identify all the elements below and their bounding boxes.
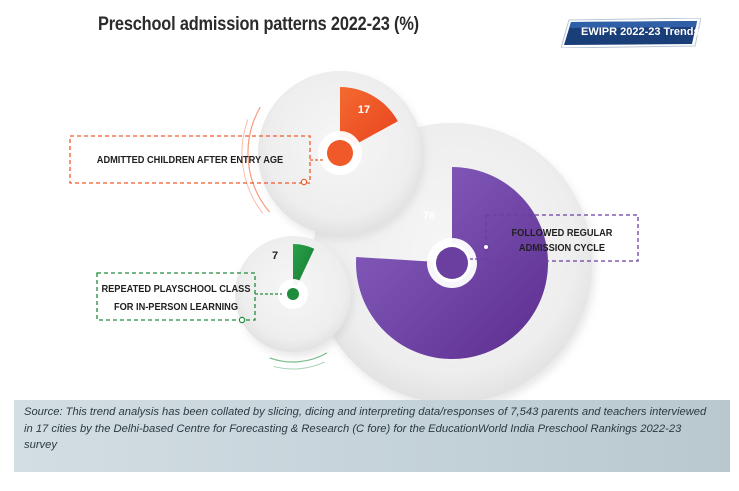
callout-box-followed-regular-cycle [485,214,639,262]
category-label-repeated-playschool-line-1: REPEATED PLAYSCHOOL CLASS [101,284,250,296]
callout-box-admitted-after-entry-age [69,135,311,184]
category-label-repeated-playschool-line-2: FOR IN-PERSON LEARNING [114,302,238,314]
badge-shape-icon [560,17,702,49]
callout-dot-followed-regular-cycle [482,243,490,251]
category-label-followed-regular-cycle-line-1: FOLLOWED REGULAR [512,228,613,240]
chart-title: Preschool admission patterns 2022-23 (%) [98,14,419,35]
source-note: Source: This trend analysis has been col… [24,406,707,451]
decor-arc-orange-outer [241,119,264,214]
hub-dot-repeated-playschool [287,288,299,300]
category-label-admitted-after-entry-age-line-1: ADMITTED CHILDREN AFTER ENTRY AGE [97,155,284,167]
callout-dot-admitted-after-entry-age [300,178,308,186]
badge-label: EWIPR 2022-23 Trends [581,26,700,38]
trends-badge: EWIPR 2022-23 Trends [560,17,702,49]
category-label-followed-regular-cycle-line-2: ADMISSION CYCLE [519,243,606,255]
slice-repeated-playschool [293,244,315,286]
callout-dot-repeated-playschool [238,316,246,324]
decor-arc-green-outer [273,361,325,370]
source-box: Source: This trend analysis has been col… [14,400,730,472]
hub-dot-admitted-after-entry-age [327,140,353,166]
decor-arc-green [269,352,328,363]
value-label-admitted-after-entry-age: 17 [358,104,370,116]
callout-box-repeated-playschool [96,272,256,321]
hub-dot-followed-regular-cycle [436,247,468,279]
slice-admitted-after-entry-age [340,87,398,146]
labels-layer: 17 ADMITTED CHILDREN AFTER ENTRY AGE 76 FOL… [69,104,639,324]
value-label-repeated-playschool: 7 [272,250,278,262]
value-label-followed-regular-cycle: 76 [423,210,435,222]
decor-arc-orange [247,106,270,213]
